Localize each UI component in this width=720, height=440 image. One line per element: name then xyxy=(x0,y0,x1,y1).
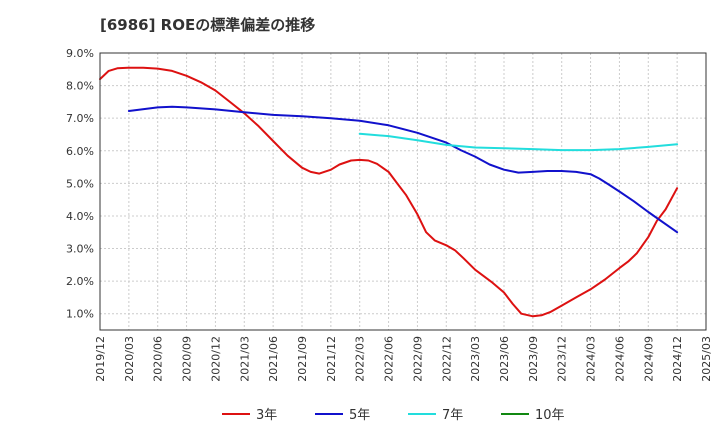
legend-label-2: 7年 xyxy=(442,408,463,423)
x-tick-label: 2023/06 xyxy=(498,336,511,382)
y-axis-labels: 1.0% 2.0% 3.0% 4.0% 5.0% 6.0% 7.0% 8.0% 9.0% xyxy=(66,47,94,321)
x-tick-label: 2019/12 xyxy=(94,336,107,382)
x-tick-label: 2023/12 xyxy=(556,336,569,382)
x-tick-label: 2020/09 xyxy=(181,336,194,382)
x-tick-label: 2022/09 xyxy=(411,336,424,382)
x-tick-label: 2023/03 xyxy=(469,336,482,382)
series-line-1 xyxy=(127,105,679,234)
legend: 3年 5年 7年 10年 xyxy=(222,408,565,423)
grid-layer xyxy=(100,52,706,330)
legend-label-0: 3年 xyxy=(256,408,277,423)
x-tick-label: 2021/12 xyxy=(325,336,338,382)
x-tick-label: 2024/03 xyxy=(585,336,598,382)
x-tick-label: 2025/03 xyxy=(700,336,713,382)
x-tick-label: 2021/06 xyxy=(267,336,280,382)
x-tick-label: 2022/12 xyxy=(440,336,453,382)
x-tick-label: 2021/09 xyxy=(296,336,309,382)
series-line-2 xyxy=(358,132,679,152)
series-layer xyxy=(99,66,679,318)
y-tick-label: 8.0% xyxy=(66,80,94,93)
legend-label-3: 10年 xyxy=(535,408,565,423)
legend-label-1: 5年 xyxy=(349,408,370,423)
series-line-0 xyxy=(99,66,679,318)
plot-frame xyxy=(99,52,707,331)
x-tick-label: 2023/09 xyxy=(527,336,540,382)
y-tick-label: 6.0% xyxy=(66,145,94,158)
y-tick-label: 3.0% xyxy=(66,243,94,256)
y-tick-label: 9.0% xyxy=(66,47,94,60)
x-tick-label: 2020/03 xyxy=(123,336,136,382)
x-tick-label: 2024/06 xyxy=(613,336,626,382)
x-tick-label: 2024/12 xyxy=(671,336,684,382)
x-tick-label: 2020/06 xyxy=(152,336,165,382)
x-tick-label: 2022/06 xyxy=(383,336,396,382)
x-tick-label: 2022/03 xyxy=(354,336,367,382)
y-tick-label: 7.0% xyxy=(66,112,94,125)
x-tick-label: 2021/03 xyxy=(238,336,251,382)
x-tick-label: 2020/12 xyxy=(209,336,222,382)
x-axis-labels: 2019/12 2020/03 2020/06 2020/09 2020/12 2021/… xyxy=(94,336,713,382)
y-tick-label: 4.0% xyxy=(66,210,94,223)
x-tick-label: 2024/09 xyxy=(642,336,655,382)
y-tick-label: 2.0% xyxy=(66,275,94,288)
y-tick-label: 5.0% xyxy=(66,177,94,190)
y-tick-label: 1.0% xyxy=(66,308,94,321)
chart-title: [6986] ROEの標準偏差の推移 xyxy=(100,16,316,34)
